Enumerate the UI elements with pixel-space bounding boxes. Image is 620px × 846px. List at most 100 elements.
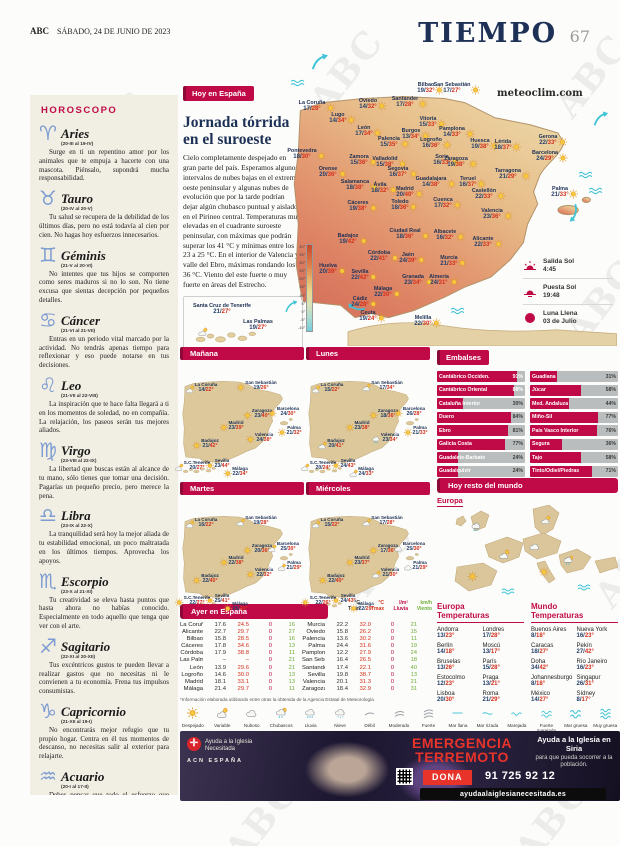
map-city: Málaga 22/30°	[374, 286, 392, 298]
city-name: Madrid	[228, 420, 244, 425]
horoscope-sign: ♐ Sagitario (22-XI al 20-XII) Tus excéntr…	[39, 636, 169, 696]
city-name: San Sebastián	[371, 515, 403, 520]
map-city: Melilla 22/30°	[414, 315, 431, 327]
map-city: Badajoz 19/42°	[338, 233, 359, 245]
city-name: Singapur	[576, 675, 601, 681]
city-name: Ceuta	[360, 310, 376, 316]
legend-label: Fuerte marejada	[537, 723, 556, 733]
legend-item: Mar gruesa	[561, 704, 590, 733]
mini-map-city: Sevilla 25/41°	[214, 593, 230, 604]
section-header: TIEMPO 67	[418, 18, 590, 49]
sun-icon	[521, 171, 531, 181]
legend-item: Fuerte marejada	[532, 704, 561, 733]
city-temps: 15/38°	[376, 162, 394, 168]
panel-title: Miércoles	[306, 482, 430, 495]
row-city: Alicante	[182, 629, 203, 636]
city-name: Sevilla	[214, 458, 230, 463]
advertisement: ✛ Ayuda a la Iglesia Necesitada ACN ESPAÑ…	[180, 731, 620, 801]
city-name: Valencia	[380, 567, 400, 572]
sun-icon	[219, 558, 228, 567]
table-row: Las Palmas –– 021	[180, 657, 295, 664]
city-temps: 22/33°	[539, 140, 557, 146]
zodiac-icon: ♌	[39, 372, 57, 397]
world-banner: Hoy resto del mundo	[437, 478, 618, 493]
row-city: Cáceres	[181, 643, 203, 650]
city-name: Valencia	[254, 567, 274, 572]
row-city: León	[189, 664, 203, 671]
sign-name: Escorpio	[61, 573, 109, 589]
reservoirs-column-left: Cantábrico Occiden. 91% Cantábrico Orien…	[437, 371, 525, 479]
city-name: Logroño	[420, 137, 442, 143]
city-temps: 21/29°	[482, 697, 500, 703]
legend-item: Muy gruesa	[591, 704, 620, 733]
legend-item: Marejada	[502, 704, 531, 733]
map-city: Toledo 18/36°	[391, 199, 408, 211]
city-name: Castellón	[471, 188, 497, 194]
sun-icon	[345, 423, 354, 432]
table-row: Cáceres 17.8 34.6 0 13	[181, 643, 295, 650]
panel-title: Lunes	[306, 347, 430, 360]
sign-text: La tranquilidad será hoy la mejor aliada…	[39, 530, 169, 565]
table-row: Zaragoza 18.4 32.9 0 31	[302, 685, 417, 692]
donate-button: DONA	[423, 770, 472, 785]
sea-wave-icon	[290, 78, 305, 87]
ad-headline-line1: EMERGENCIA	[412, 735, 512, 751]
sign-text: Tu creatividad se eleva hasta puntos que…	[39, 595, 169, 630]
legend-label: Despejado	[181, 723, 204, 728]
city-temps: 20/30°	[437, 697, 455, 703]
horoscope-list: ♈ Aries (20-III al 19-IV) Surge en ti un …	[39, 123, 169, 795]
table-row: San Sebastián 16.426.5 018	[302, 657, 417, 664]
sign-dates: (21-V al 20-VI)	[61, 263, 93, 269]
sign-name: Leo	[61, 377, 82, 393]
city-temps: 17/28°	[303, 106, 321, 112]
sun-icon	[468, 159, 478, 169]
horoscope-sign: ♎ Libra (23-IX al 22-X) La tranquilidad s…	[39, 505, 169, 565]
sun-icon	[349, 604, 358, 613]
moon-date: 03 de Julio	[543, 318, 577, 325]
row-city: Las Palmas	[180, 657, 203, 664]
city-name: Zaragoza	[251, 408, 273, 413]
legend-label: Chubascos	[269, 723, 293, 728]
city-name: Cuenca	[433, 197, 453, 203]
map-city: Valladolid 15/38°	[372, 156, 397, 168]
mini-map-city: Barcelona 24/30°	[277, 406, 299, 417]
mundo-subtitle: Temperaturas	[531, 611, 584, 620]
city-temps: 15/22°	[324, 387, 340, 393]
city-temps: 24/28°	[351, 302, 369, 308]
section-title: TIEMPO	[418, 18, 558, 49]
city-temps: 22/40°	[202, 578, 218, 584]
map-city: Soria 16/33°	[433, 154, 450, 166]
horoscope-panel: HOROSCOPO ♈ Aries (20-III al 19-IV) Surge…	[30, 95, 178, 795]
city-name: Bilbao	[417, 82, 435, 88]
city-name: Zamora	[349, 154, 369, 160]
wind-arrow-icon	[310, 52, 330, 72]
city-name: Almería	[429, 274, 449, 280]
city-name: Guadalajara	[415, 176, 447, 182]
iberia-shape	[292, 62, 617, 346]
sign-name: Géminis	[61, 247, 106, 263]
reservoir-bar: Duero 84%	[437, 411, 525, 423]
world-city: Lisboa 20/30°	[437, 691, 479, 703]
reservoir-bar: Cataluña Interior 30%	[437, 398, 525, 409]
map-city: Ciudad Real 18/36°	[389, 228, 420, 240]
shower-icon	[275, 707, 288, 719]
table-row: Logroño 14.6 30.0 0 13	[181, 671, 295, 678]
city-name: París	[482, 659, 497, 665]
mini-map-city: Valencia 21/30°	[381, 567, 399, 578]
reservoir-bar: Tajo 58%	[530, 452, 618, 463]
spain-weather-map: meteoclim.com 40° 35° 30° 25° 20° 15° 10° 5° 0° -…	[287, 52, 620, 346]
suncloud-icon	[362, 518, 371, 527]
city-name: San Sebastián	[245, 515, 277, 520]
city-temps: 17/28°	[396, 102, 414, 108]
city-temps: 23/38°	[354, 425, 370, 431]
sun-icon	[458, 258, 468, 268]
mini-map-city: La Coruña 15/22°	[321, 517, 343, 528]
sign-text: No encontrarás mejor refugio que tu prop…	[39, 725, 169, 761]
sun-icon	[421, 231, 431, 241]
city-temps: 26/28°	[406, 411, 422, 417]
map-city: Lérida 18/37°	[494, 139, 511, 151]
city-temps: 19/42°	[339, 239, 357, 245]
legend-item: Débil	[355, 704, 384, 733]
sun-icon	[192, 441, 201, 450]
